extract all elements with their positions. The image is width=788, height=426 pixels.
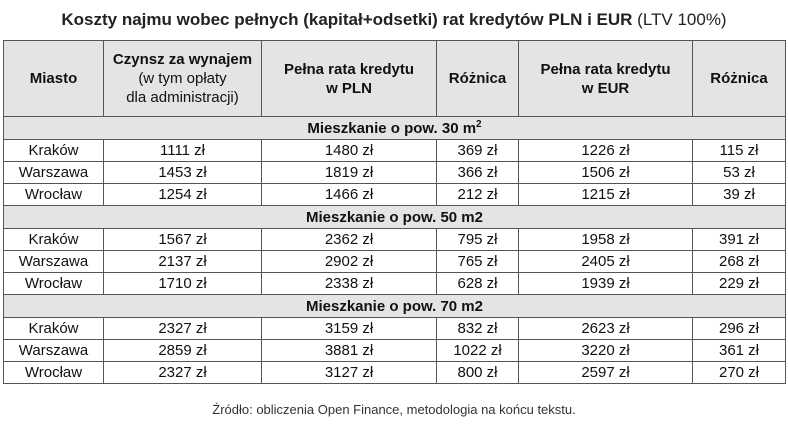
table-row: Kraków 1567 zł 2362 zł 795 zł 1958 zł 391 zł <box>3 228 786 251</box>
table-row: Wrocław 2327 zł 3127 zł 800 zł 2597 zł 270 zł <box>3 361 786 384</box>
cell-diff-pln: 1022 zł <box>436 339 519 362</box>
cell-eur: 2597 zł <box>518 361 693 384</box>
section-title: Mieszkanie o pow. 50 m2 <box>3 205 786 229</box>
section-title-superscript: 2 <box>476 118 482 130</box>
cell-diff-pln: 800 zł <box>436 361 519 384</box>
section-row: Mieszkanie o pow. 70 m2 <box>3 294 786 318</box>
cell-eur: 1958 zł <box>518 228 693 251</box>
cell-diff-pln: 369 zł <box>436 139 519 162</box>
cell-rent: 1254 zł <box>103 183 262 206</box>
cell-city: Wrocław <box>3 272 104 295</box>
cell-diff-eur: 229 zł <box>692 272 786 295</box>
section-title: Mieszkanie o pow. 30 m2 <box>3 116 786 140</box>
cell-eur: 1215 zł <box>518 183 693 206</box>
table-title-main: Koszty najmu wobec pełnych (kapitał+odse… <box>61 10 633 29</box>
table-row: Warszawa 2859 zł 3881 zł 1022 zł 3220 zł 361 … <box>3 339 786 362</box>
cell-pln: 1480 zł <box>261 139 437 162</box>
cell-pln: 3127 zł <box>261 361 437 384</box>
cell-city: Wrocław <box>3 361 104 384</box>
cell-diff-pln: 212 zł <box>436 183 519 206</box>
cell-diff-eur: 39 zł <box>692 183 786 206</box>
section-title: Mieszkanie o pow. 70 m2 <box>3 294 786 318</box>
cell-eur: 2623 zł <box>518 317 693 340</box>
cell-pln: 2902 zł <box>261 250 437 273</box>
cell-diff-eur: 270 zł <box>692 361 786 384</box>
cell-city: Warszawa <box>3 250 104 273</box>
cell-eur: 2405 zł <box>518 250 693 273</box>
cell-diff-pln: 366 zł <box>436 161 519 184</box>
cell-diff-pln: 628 zł <box>436 272 519 295</box>
header-diff-eur: Różnica <box>692 40 786 117</box>
cell-pln: 2338 zł <box>261 272 437 295</box>
cell-diff-eur: 391 zł <box>692 228 786 251</box>
cell-diff-eur: 296 zł <box>692 317 786 340</box>
cell-diff-eur: 268 zł <box>692 250 786 273</box>
cell-rent: 2327 zł <box>103 317 262 340</box>
cell-city: Warszawa <box>3 339 104 362</box>
cell-city: Wrocław <box>3 183 104 206</box>
cell-city: Kraków <box>3 317 104 340</box>
table-row: Kraków 1111 zł 1480 zł 369 zł 1226 zł 115 zł <box>3 139 786 162</box>
cell-eur: 3220 zł <box>518 339 693 362</box>
cell-city: Kraków <box>3 228 104 251</box>
table-title: Koszty najmu wobec pełnych (kapitał+odse… <box>0 10 788 30</box>
cell-city: Kraków <box>3 139 104 162</box>
cell-pln: 1819 zł <box>261 161 437 184</box>
cell-pln: 2362 zł <box>261 228 437 251</box>
section-row: Mieszkanie o pow. 30 m2 <box>3 116 786 140</box>
cell-diff-pln: 765 zł <box>436 250 519 273</box>
header-eur-installment: Pełna rata kredytu w EUR <box>518 40 693 117</box>
header-city: Miasto <box>3 40 104 117</box>
table-row: Warszawa 2137 zł 2902 zł 765 zł 2405 zł 268 z… <box>3 250 786 273</box>
cell-diff-eur: 115 zł <box>692 139 786 162</box>
cell-rent: 1453 zł <box>103 161 262 184</box>
table-row: Kraków 2327 zł 3159 zł 832 zł 2623 zł 296 zł <box>3 317 786 340</box>
cell-diff-pln: 795 zł <box>436 228 519 251</box>
table-row: Wrocław 1254 zł 1466 zł 212 zł 1215 zł 39 zł <box>3 183 786 206</box>
cell-rent: 1710 zł <box>103 272 262 295</box>
header-pln-installment: Pełna rata kredytu w PLN <box>261 40 437 117</box>
header-rent: Czynsz za wynajem (w tym opłaty dla admi… <box>103 40 262 117</box>
cell-rent: 2327 zł <box>103 361 262 384</box>
cell-rent: 2859 zł <box>103 339 262 362</box>
cell-pln: 3881 zł <box>261 339 437 362</box>
header-row: Miasto Czynsz za wynajem (w tym opłaty d… <box>3 40 786 117</box>
cell-diff-pln: 832 zł <box>436 317 519 340</box>
header-diff-pln: Różnica <box>436 40 519 117</box>
cell-pln: 1466 zł <box>261 183 437 206</box>
table-row: Warszawa 1453 zł 1819 zł 366 zł 1506 zł 53 zł <box>3 161 786 184</box>
cell-eur: 1939 zł <box>518 272 693 295</box>
cell-diff-eur: 361 zł <box>692 339 786 362</box>
cell-diff-eur: 53 zł <box>692 161 786 184</box>
cost-comparison-table: Miasto Czynsz za wynajem (w tym opłaty d… <box>3 40 786 384</box>
source-note: Źródło: obliczenia Open Finance, metodol… <box>212 402 576 417</box>
cell-pln: 3159 zł <box>261 317 437 340</box>
table-wrapper: Miasto Czynsz za wynajem (w tym opłaty d… <box>3 40 786 384</box>
cell-eur: 1226 zł <box>518 139 693 162</box>
table-title-suffix: (LTV 100%) <box>637 10 727 29</box>
section-row: Mieszkanie o pow. 50 m2 <box>3 205 786 229</box>
cell-rent: 1567 zł <box>103 228 262 251</box>
table-body: Mieszkanie o pow. 30 m2 Kraków 1111 zł 1480… <box>3 116 786 384</box>
cell-city: Warszawa <box>3 161 104 184</box>
cell-eur: 1506 zł <box>518 161 693 184</box>
cell-rent: 2137 zł <box>103 250 262 273</box>
cell-rent: 1111 zł <box>103 139 262 162</box>
table-row: Wrocław 1710 zł 2338 zł 628 zł 1939 zł 229 zł <box>3 272 786 295</box>
